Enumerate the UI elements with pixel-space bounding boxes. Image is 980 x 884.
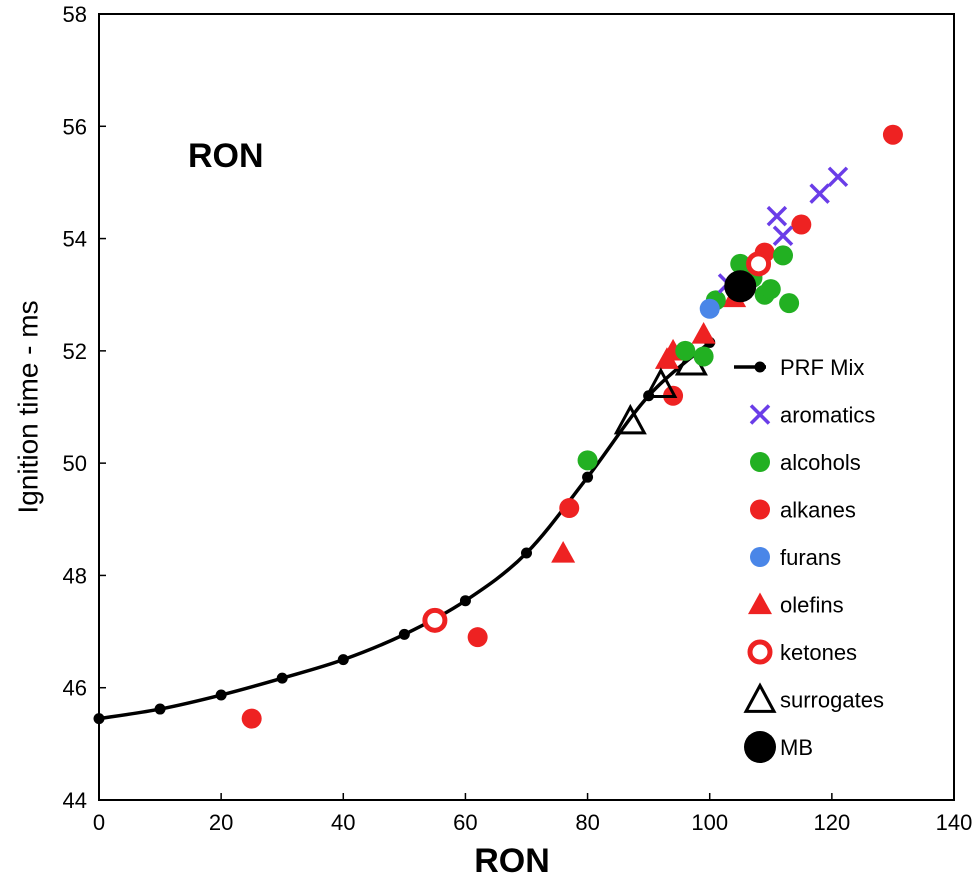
aromatics-point	[827, 166, 849, 188]
x-tick-label: 40	[331, 810, 355, 835]
y-tick-label: 58	[63, 2, 87, 27]
legend-item-prf-mix: PRF Mix	[734, 355, 864, 380]
x-tick-label: 0	[93, 810, 105, 835]
legend-item-aromatics: aromatics	[749, 403, 875, 428]
legend-label: alkanes	[780, 498, 856, 523]
y-tick-label: 52	[63, 339, 87, 364]
x-stroke	[772, 225, 794, 247]
y-tick-label: 46	[63, 676, 87, 701]
aromatics-point	[772, 225, 794, 247]
alcohols-point	[779, 293, 800, 314]
y-tick-label: 48	[63, 563, 87, 588]
alcohols-point	[773, 245, 793, 266]
mb-point	[724, 270, 757, 303]
alkanes-point	[882, 124, 903, 145]
legend-item-alkanes: alkanes	[750, 498, 856, 523]
legend-marker	[743, 682, 777, 713]
legend-label: aromatics	[780, 403, 875, 428]
surrogates-point	[644, 367, 678, 398]
plot-frame	[98, 13, 955, 801]
legend-marker	[748, 592, 772, 615]
legend-item-furans: furans	[750, 545, 841, 570]
prf-mix-point	[276, 672, 288, 684]
x-tick-label: 140	[936, 810, 973, 835]
legend-item-mb: MB	[744, 731, 813, 763]
prf-mix-point	[93, 713, 105, 725]
chart-title: RON	[188, 137, 264, 175]
legend-marker	[750, 547, 770, 567]
legend-marker	[744, 731, 776, 763]
x-stroke	[766, 205, 788, 227]
y-tick-label: 54	[63, 227, 87, 252]
prf-mix-point	[521, 547, 532, 559]
legend-item-ketones: ketones	[747, 639, 857, 665]
x-stroke	[749, 404, 771, 425]
furans-point	[699, 298, 720, 319]
x-tick-label: 80	[575, 810, 599, 835]
legend-item-alcohols: alcohols	[750, 450, 861, 475]
y-tick-label: 44	[63, 788, 87, 813]
alcohols-point	[675, 340, 696, 361]
prf-mix-point	[582, 471, 594, 483]
y-tick-label: 56	[63, 114, 87, 139]
aromatics-point	[766, 205, 788, 227]
prf-mix-point	[215, 689, 227, 701]
y-axis-label: Ignition time - ms	[12, 300, 43, 513]
axis-ticks: 0 20 40 60 80 100 120 140 44 46 48 50 52 54 56 58	[63, 2, 973, 835]
aromatics-point	[809, 183, 830, 204]
x-axis-label: RON	[474, 842, 550, 880]
x-tick-label: 100	[691, 810, 728, 835]
alkanes-point	[791, 214, 812, 235]
legend-marker	[749, 404, 771, 425]
legend-label: alcohols	[780, 450, 861, 475]
data-marks	[241, 124, 903, 729]
legend-label: PRF Mix	[780, 355, 864, 380]
legend-label: MB	[780, 735, 813, 760]
legend-marker	[754, 361, 766, 373]
legend-label: furans	[780, 545, 841, 570]
legend-item-olefins: olefins	[748, 592, 844, 618]
olefins-point	[691, 322, 716, 344]
alkanes-point	[467, 627, 488, 648]
prf-mix-point	[398, 628, 410, 640]
legend-marker	[750, 452, 770, 472]
y-tick-label: 50	[63, 451, 87, 476]
surrogates-point	[613, 403, 647, 435]
alkanes-point	[559, 498, 580, 519]
legend-item-surrogates: surrogates	[743, 682, 884, 713]
x-tick-label: 120	[813, 810, 850, 835]
alcohols-point	[760, 279, 781, 300]
legend-label: olefins	[780, 593, 844, 618]
x-stroke	[809, 183, 830, 204]
ketones-point	[746, 251, 772, 277]
legend: PRF Mix aromatics alcohols alkanes furans ole…	[734, 355, 884, 763]
legend-marker	[750, 499, 770, 520]
ketones-point	[422, 607, 448, 633]
alcohols-point	[577, 450, 598, 471]
x-stroke	[827, 166, 849, 188]
legend-label: surrogates	[780, 688, 884, 713]
x-tick-label: 20	[209, 810, 233, 835]
alkanes-point	[241, 708, 262, 729]
olefins-point	[551, 540, 576, 563]
alcohols-point	[730, 253, 751, 274]
prf-mix-point	[154, 703, 166, 715]
legend-marker	[747, 639, 773, 665]
x-tick-label: 60	[453, 810, 477, 835]
alcohols-point	[693, 346, 714, 367]
legend-label: ketones	[780, 640, 857, 665]
prf-mix-point	[337, 654, 349, 666]
prf-mix-point	[459, 595, 471, 607]
